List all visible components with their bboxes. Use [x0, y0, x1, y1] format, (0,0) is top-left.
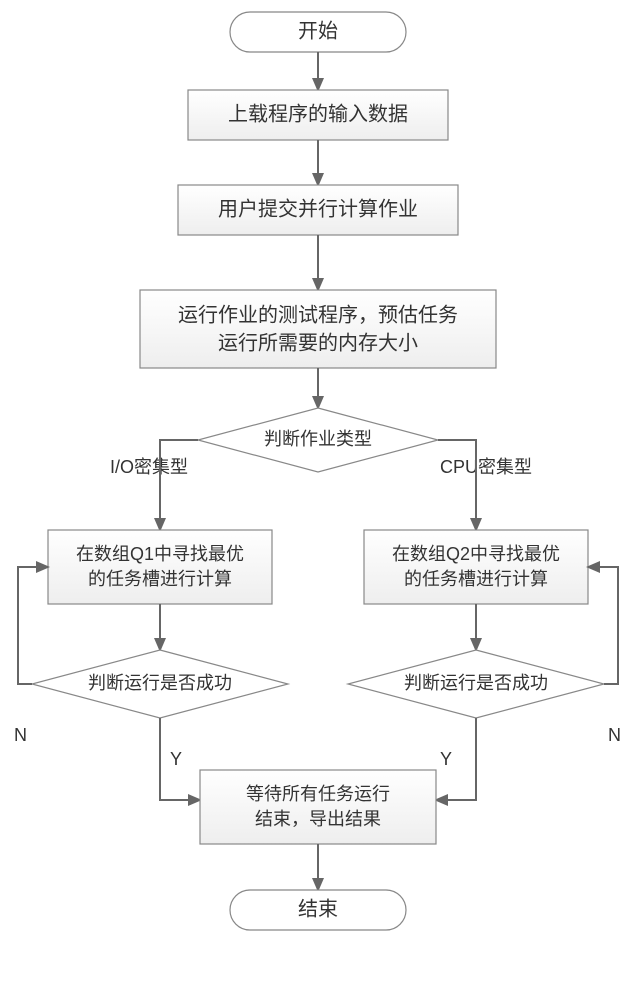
arrow-judge-q2: [438, 440, 476, 530]
edge-label-n-left: N: [14, 725, 27, 745]
edge-label-y-left: Y: [170, 749, 182, 769]
edge-label-y-right: Y: [440, 749, 452, 769]
arrow-succ2-no: [588, 567, 618, 684]
q1-line1: 在数组Q1中寻找最优: [76, 544, 244, 564]
submit-label: 用户提交并行计算作业: [218, 197, 418, 220]
box-estimate: [140, 290, 496, 368]
box-q2: [364, 530, 588, 604]
estimate-line2: 运行所需要的内存大小: [218, 331, 418, 354]
estimate-line1: 运行作业的测试程序，预估任务: [178, 303, 458, 326]
edge-label-io: I/O密集型: [110, 457, 188, 477]
arrow-judge-q1: [160, 440, 198, 530]
judge-type-label: 判断作业类型: [264, 429, 372, 449]
box-wait: [200, 770, 436, 844]
flowchart: 开始 上载程序的输入数据 用户提交并行计算作业 运行作业的测试程序，预估任务 运…: [0, 0, 636, 1000]
start-label: 开始: [298, 19, 338, 42]
q2-line1: 在数组Q2中寻找最优: [392, 544, 560, 564]
load-label: 上载程序的输入数据: [228, 102, 408, 125]
succ1-label: 判断运行是否成功: [88, 673, 232, 693]
q2-line2: 的任务槽进行计算: [404, 569, 548, 589]
arrow-succ1-no: [18, 567, 48, 684]
edge-label-n-right: N: [608, 725, 621, 745]
wait-line2: 结束，导出结果: [255, 809, 381, 829]
wait-line1: 等待所有任务运行: [246, 784, 390, 804]
box-q1: [48, 530, 272, 604]
q1-line2: 的任务槽进行计算: [88, 569, 232, 589]
succ2-label: 判断运行是否成功: [404, 673, 548, 693]
edge-label-cpu: CPU密集型: [440, 457, 532, 477]
end-label: 结束: [298, 897, 338, 920]
